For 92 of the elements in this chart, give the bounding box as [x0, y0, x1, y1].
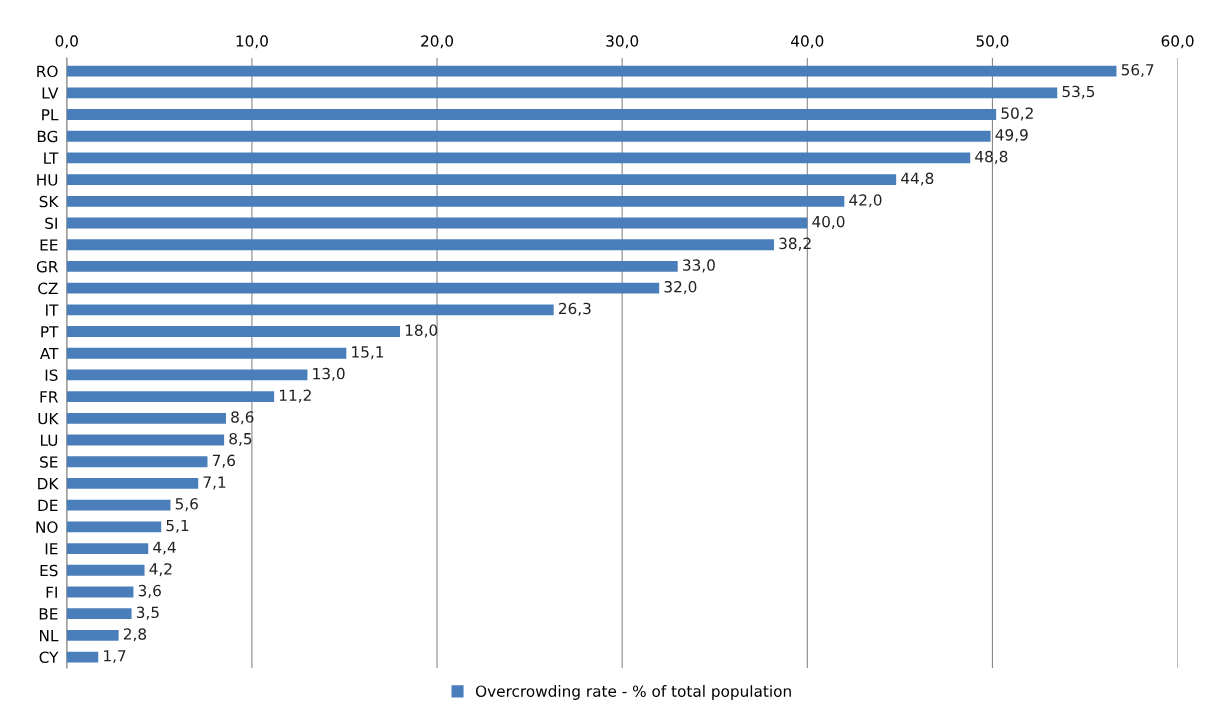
y-tick-label: AT	[39, 347, 59, 360]
bar	[66, 564, 145, 576]
y-tick-label: SE	[40, 456, 58, 468]
data-label: 4,2	[149, 563, 172, 577]
data-label: 50,2	[1001, 107, 1033, 121]
data-label: 11,2	[279, 389, 311, 403]
data-label: 15,1	[352, 346, 384, 360]
data-label: 49,9	[995, 129, 1028, 143]
data-label: 33,0	[683, 259, 715, 273]
bar	[66, 326, 401, 337]
x-tick-label: 60,0	[1161, 35, 1194, 49]
bar	[66, 586, 134, 598]
x-tick-label: 50,0	[976, 35, 1009, 49]
bar	[66, 87, 1058, 99]
x-tick-label: 10,0	[236, 35, 268, 49]
y-tick-label: HU	[37, 174, 58, 186]
bar	[66, 369, 308, 381]
bar	[66, 608, 132, 620]
y-tick-label: CY	[39, 651, 59, 664]
data-label: 13,0	[313, 367, 345, 381]
bar	[66, 478, 199, 489]
data-label: 53,5	[1062, 85, 1095, 99]
y-tick-label: LT	[44, 152, 59, 164]
legend-label: Overcrowding rate - % of total population	[475, 685, 791, 700]
data-label: 40,0	[812, 215, 845, 230]
bar	[66, 282, 660, 294]
bar	[66, 174, 897, 186]
y-tick-label: LV	[42, 87, 59, 99]
data-label: 8,5	[229, 432, 252, 447]
bar	[66, 499, 171, 511]
y-tick-label: RO	[37, 65, 58, 78]
y-tick-label: FR	[40, 391, 58, 403]
data-label: 7,1	[203, 476, 226, 490]
bar	[66, 217, 808, 229]
data-label: 44,8	[901, 172, 934, 186]
y-tick-label: BE	[39, 608, 58, 620]
data-label: 48,8	[975, 150, 1008, 164]
y-tick-label: ES	[40, 564, 58, 577]
x-tick-label: 20,0	[421, 35, 454, 49]
data-label: 18,0	[405, 324, 438, 338]
y-tick-label: PT	[41, 326, 59, 338]
data-label: 26,3	[558, 302, 591, 316]
bar	[66, 130, 991, 142]
x-tick-label: 40,0	[791, 35, 824, 49]
y-tick-label: GR	[36, 260, 58, 273]
y-tick-label: DK	[38, 478, 59, 490]
bar	[66, 629, 119, 641]
data-label: 8,6	[231, 411, 254, 425]
y-tick-label: BG	[37, 130, 58, 143]
y-tick-label: IE	[45, 543, 58, 555]
data-label: 7,6	[212, 454, 235, 468]
data-label: 3,5	[136, 606, 159, 620]
y-tick-label: EE	[40, 239, 58, 251]
data-label: 5,6	[175, 498, 198, 512]
y-tick-label: FI	[46, 586, 57, 598]
y-tick-label: NL	[39, 630, 59, 642]
bar	[66, 412, 226, 424]
bar	[66, 261, 678, 272]
bar	[66, 195, 845, 207]
data-label: 56,7	[1121, 63, 1154, 78]
bar	[66, 304, 554, 316]
bar	[66, 152, 971, 164]
y-tick-label: IT	[46, 304, 59, 316]
bar	[66, 109, 997, 120]
y-tick-label: UK	[38, 413, 59, 425]
data-label: 1,7	[104, 650, 126, 664]
bar	[66, 543, 149, 554]
y-tick-label: LU	[41, 434, 58, 447]
y-tick-label: CZ	[38, 282, 58, 295]
data-label: 32,0	[664, 281, 697, 295]
y-tick-label: DE	[38, 499, 58, 511]
data-label: 3,6	[138, 584, 161, 598]
data-label: 38,2	[779, 237, 811, 251]
bar	[66, 65, 1117, 77]
bar	[66, 434, 225, 446]
bar	[66, 651, 99, 663]
bar	[66, 239, 774, 251]
y-tick-label: IS	[45, 369, 58, 381]
data-label: 5,1	[166, 519, 189, 533]
data-label: 42,0	[849, 194, 882, 208]
y-tick-label: NO	[36, 521, 58, 533]
y-tick-label: PL	[42, 109, 59, 121]
bar	[66, 456, 208, 468]
y-tick-label: SI	[45, 217, 57, 230]
bar	[66, 521, 162, 533]
x-tick-label: 0,0	[55, 35, 78, 49]
bar	[66, 391, 275, 403]
data-label: 2,8	[123, 628, 147, 642]
data-label: 4,4	[153, 541, 176, 555]
bar	[66, 347, 347, 359]
x-tick-label: 30,0	[606, 35, 639, 49]
y-tick-label: SK	[39, 195, 59, 208]
